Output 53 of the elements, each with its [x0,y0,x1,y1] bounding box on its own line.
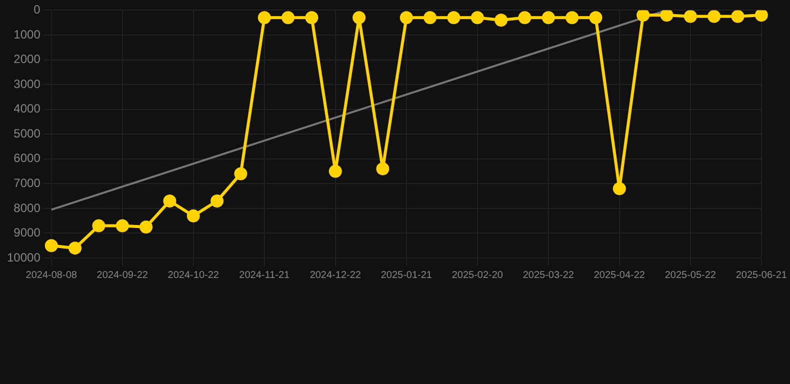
point [684,10,697,23]
y-tick-label: 0 [34,2,41,17]
point [92,219,106,232]
point [494,14,508,27]
point [636,10,650,22]
y-tick-label: 10000 [6,250,41,264]
point [542,11,555,24]
point [589,11,602,24]
x-tick-label: 2024-10-22 [168,270,220,281]
point [258,11,271,24]
point [234,167,248,180]
point [44,239,58,252]
x-tick-label: 2024-11-21 [239,270,290,281]
y-tick-label: 5000 [14,126,41,140]
point [376,162,390,176]
point [163,194,176,208]
y-tick-label: 6000 [14,151,41,166]
x-tick-label: 2025-05-22 [664,270,716,281]
point [305,11,318,24]
x-tick-label: 2025-03-22 [522,270,574,281]
point [68,242,82,255]
point [210,194,224,208]
point [186,209,200,222]
point [470,11,484,24]
point [352,11,366,24]
x-tick-label: 2025-01-21 [380,270,432,281]
y-tick-label: 4000 [14,102,41,116]
point [612,182,626,196]
point [328,164,342,178]
x-tick-label: 2024-08-08 [26,270,78,281]
point [447,11,460,24]
x-tick-label: 2025-06-21 [736,270,788,281]
y-tick-label: 1000 [14,27,41,42]
y-tick-label: 7000 [14,176,41,190]
point [708,10,721,23]
point [731,10,744,23]
y-tick-label: 3000 [14,76,41,91]
x-tick-label: 2025-02-20 [452,270,504,281]
point [140,220,153,234]
point [424,11,437,24]
y-tick-label: 2000 [14,52,41,66]
x-tick-label: 2024-12-22 [310,270,362,281]
point [518,11,532,24]
point [660,10,674,22]
x-tick-label: 2025-04-22 [594,270,646,281]
y-tick-label: 8000 [14,200,41,215]
point [116,219,129,232]
point [282,11,295,24]
y-tick-label: 9000 [14,226,41,240]
point [754,10,768,22]
point [566,11,579,24]
x-tick-label: 2024-09-22 [96,270,148,281]
point [400,11,413,24]
